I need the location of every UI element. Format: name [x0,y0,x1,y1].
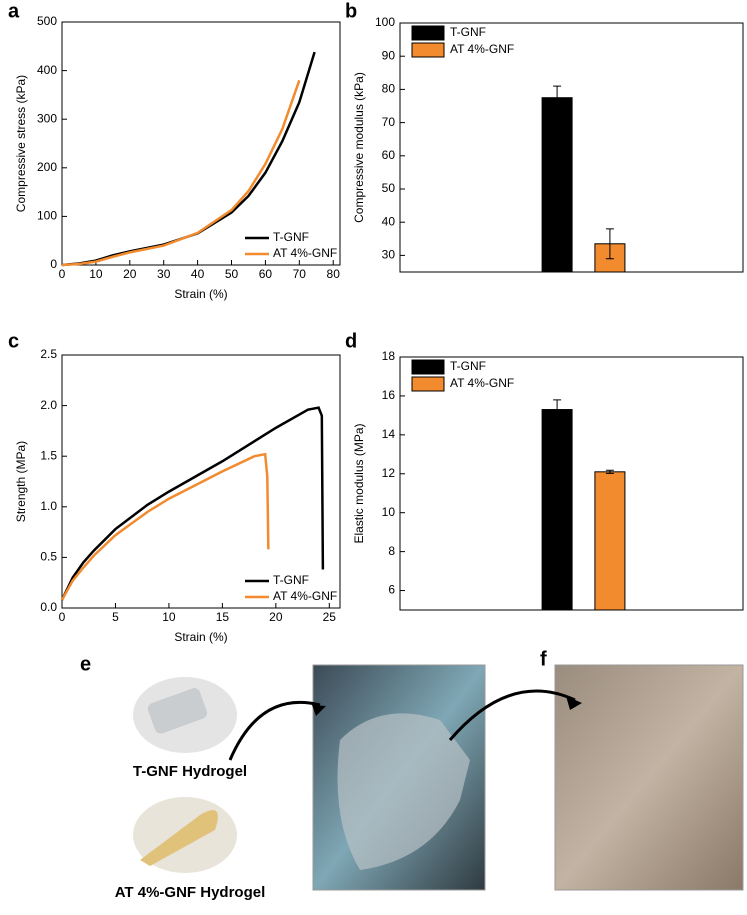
legend-label: T-GNF [273,573,309,587]
hydrogel-at [140,810,218,866]
panel-letter: c [8,330,19,352]
y-axis-title: Strength (MPa) [14,441,28,522]
legend-swatch [411,25,445,41]
data-line [60,452,270,601]
y-tick-label: 14 [382,427,396,441]
x-tick-label: 30 [157,267,171,281]
error-bar [605,469,614,474]
x-tick-label: 25 [323,610,337,624]
y-tick-label: 16 [382,388,396,402]
plot-frame [61,21,341,266]
x-tick-label: 5 [112,610,119,624]
y-tick-label: 70 [382,115,396,129]
x-tick-label: 10 [162,610,176,624]
y-tick-label: 60 [382,148,396,162]
arrow [448,689,576,741]
y-tick-label: 40 [382,214,396,228]
y-tick-label: 80 [382,82,396,96]
arrow [228,700,321,761]
legend-swatch [411,42,445,58]
y-axis-title: Compressive modulus (kPa) [352,72,366,223]
x-tick-label: 20 [269,610,283,624]
legend-swatch [411,359,445,375]
x-tick-label: 70 [293,267,307,281]
y-tick-label: 400 [37,63,57,77]
x-axis-title: Strain (%) [174,287,227,301]
panel-letter: d [345,330,357,352]
legend-label: AT 4%-GNF [273,246,337,260]
error-bar [553,85,562,110]
error-bar [605,228,614,260]
y-tick-label: 10 [382,505,396,519]
y-tick-label: 100 [375,15,395,29]
x-tick-label: 15 [216,610,230,624]
error-bar [553,399,562,420]
y-tick-label: 1.5 [40,448,57,462]
data-line [60,406,325,601]
panel-letter: e [80,653,91,675]
x-tick-label: 0 [59,267,66,281]
y-tick-label: 100 [37,209,57,223]
x-tick-label: 0 [59,610,66,624]
legend-label: T-GNF [450,25,486,39]
y-tick-label: 500 [37,14,57,28]
legend-label: AT 4%-GNF [450,376,514,390]
bar [541,97,573,273]
legend-label: T-GNF [450,359,486,373]
x-tick-label: 40 [191,267,205,281]
y-tick-label: 90 [382,48,396,62]
y-tick-label: 1.0 [40,499,57,513]
arrow-head [566,696,582,710]
y-tick-label: 0.5 [40,550,57,564]
legend-swatch [411,376,445,392]
y-tick-label: 30 [382,248,396,262]
x-tick-label: 60 [259,267,273,281]
y-tick-label: 300 [37,111,57,125]
y-tick-label: 200 [37,160,57,174]
y-tick-label: 18 [382,349,396,363]
y-tick-label: 6 [388,583,395,597]
y-tick-label: 8 [388,544,395,558]
photo-label: T-GNF Hydrogel [133,763,247,780]
x-tick-label: 50 [225,267,239,281]
y-tick-label: 0 [50,257,57,271]
y-tick-label: 50 [382,181,396,195]
x-axis-title: Strain (%) [174,630,227,644]
y-tick-label: 12 [382,466,396,480]
x-tick-label: 20 [123,267,137,281]
bar [594,471,626,611]
panel-letter: b [345,0,357,22]
photo-label: AT 4%-GNF Hydrogel [115,884,266,901]
data-line [61,79,301,267]
hydrogel-t [147,688,208,734]
x-tick-label: 10 [89,267,103,281]
panel-letter: f [540,648,547,670]
y-tick-label: 0.0 [40,600,57,614]
legend-label: AT 4%-GNF [273,589,337,603]
plot-frame [61,354,341,609]
panel-letter: a [8,0,20,22]
bar [541,409,573,611]
y-axis-title: Elastic modulus (MPa) [352,423,366,543]
legend-label: AT 4%-GNF [450,42,514,56]
x-tick-label: 80 [327,267,341,281]
legend-label: T-GNF [273,230,309,244]
arrow-head [312,705,326,716]
y-tick-label: 2.5 [40,347,57,361]
hydrogel-film [337,713,470,870]
y-tick-label: 2.0 [40,398,57,412]
photo-arm [554,664,744,891]
y-axis-title: Compressive stress (kPa) [14,75,28,212]
